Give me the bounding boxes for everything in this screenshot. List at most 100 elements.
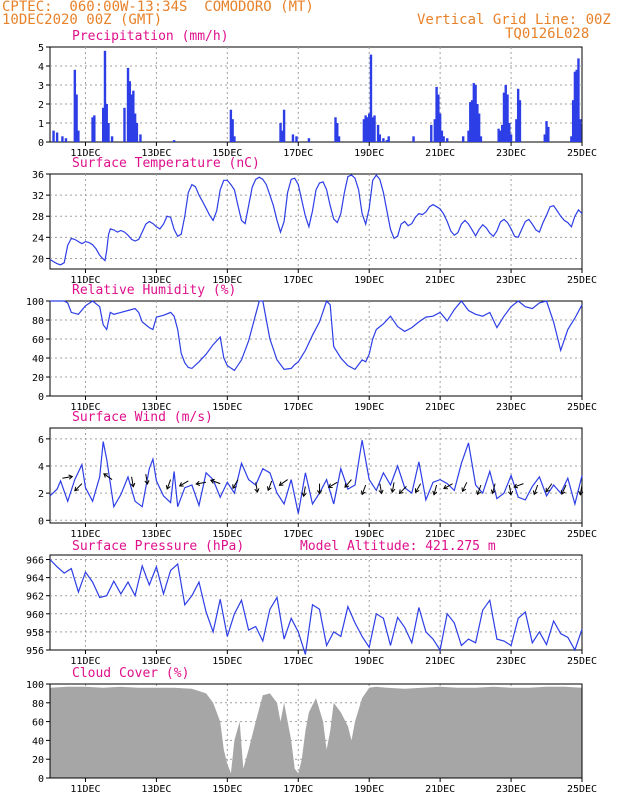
y-tick-label: 32 xyxy=(32,191,44,202)
x-tick-label: 19DEC xyxy=(354,275,384,286)
x-tick-label: 23DEC xyxy=(496,529,526,540)
wind-arrow-head xyxy=(490,489,496,495)
wind-arrow-shaft xyxy=(328,481,338,488)
precip-bar xyxy=(52,130,55,142)
precip-bar xyxy=(575,69,578,142)
wind-arrow-head xyxy=(301,492,307,498)
precip-bar xyxy=(446,138,449,142)
precip-bar xyxy=(378,134,382,142)
precip-bar xyxy=(430,124,433,142)
y-tick-label: 0 xyxy=(38,774,44,785)
x-tick-label: 23DEC xyxy=(496,784,526,795)
y-tick-label: 20 xyxy=(32,373,44,384)
precip-bar xyxy=(172,140,176,142)
precip-bar xyxy=(499,130,502,142)
precip-bar xyxy=(334,117,337,142)
wind-arrow-shaft xyxy=(267,480,273,491)
x-tick-label: 11DEC xyxy=(70,784,100,795)
series-line xyxy=(49,174,583,266)
wind-arrow-head xyxy=(443,484,448,490)
precip-bar xyxy=(545,121,548,142)
precip-bar xyxy=(373,115,376,142)
panel-0: 11DEC 13DEC 15DEC 17DEC 19DEC 21DEC 23DEC 25DEC… xyxy=(38,29,597,159)
precip-bar xyxy=(376,124,380,142)
wind-arrow-shaft xyxy=(279,479,288,486)
panel-title: Surface Wind (m/s) xyxy=(72,410,213,425)
wind-arrow-shaft xyxy=(74,483,83,492)
x-tick-label: 17DEC xyxy=(283,148,313,159)
precip-bar xyxy=(571,100,575,142)
y-tick-label: 80 xyxy=(32,316,44,327)
precip-bar xyxy=(364,115,367,142)
panel-annotation: Model Altitude: 421.275 m xyxy=(300,539,496,554)
header-station-line: CPTEC: 060:00W-13:34S COMODORO (MT) xyxy=(2,0,314,15)
y-tick-label: 2 xyxy=(38,100,44,111)
x-tick-label: 23DEC xyxy=(496,275,526,286)
precip-bar xyxy=(105,104,108,142)
precip-bar xyxy=(502,92,506,142)
precip-bar xyxy=(307,138,311,142)
x-tick-label: 11DEC xyxy=(70,275,100,286)
precip-bar xyxy=(295,136,298,142)
panel-frame xyxy=(49,46,583,143)
wind-arrow-shaft xyxy=(415,483,422,493)
x-tick-label: 13DEC xyxy=(141,148,171,159)
x-tick-label: 25DEC xyxy=(567,148,597,159)
precip-bar xyxy=(382,138,385,142)
y-tick-label: 0 xyxy=(38,516,44,527)
precip-bar xyxy=(366,117,369,142)
wind-arrow-shaft xyxy=(62,475,73,479)
panel-frame xyxy=(49,300,583,397)
wind-arrow-head xyxy=(578,490,584,496)
wind-arrow-head xyxy=(398,489,404,495)
precip-bar xyxy=(474,85,477,142)
y-tick-label: 0 xyxy=(38,392,44,403)
precip-bar xyxy=(570,136,573,142)
wind-arrow-shaft xyxy=(179,480,189,487)
wind-arrow-head xyxy=(74,486,79,492)
y-tick-label: 40 xyxy=(32,354,44,365)
precip-bar xyxy=(433,119,437,142)
precip-bar xyxy=(501,124,504,142)
panel-3: 11DEC 13DEC 15DEC 17DEC 19DEC 21DEC 23DEC 25DEC… xyxy=(38,410,597,540)
precip-bar xyxy=(371,117,374,142)
wind-arrow-head xyxy=(266,486,272,492)
x-tick-label: 19DEC xyxy=(354,784,384,795)
wind-arrow-head xyxy=(209,478,215,484)
x-tick-label: 11DEC xyxy=(70,656,100,667)
precip-bar xyxy=(281,130,284,142)
precip-bar xyxy=(233,136,236,142)
precip-bar xyxy=(440,130,444,142)
x-tick-label: 25DEC xyxy=(567,402,597,413)
x-tick-label: 15DEC xyxy=(212,656,242,667)
wind-arrow-shaft xyxy=(561,484,567,495)
precip-bar xyxy=(412,136,415,142)
wind-arrow-shaft xyxy=(462,482,468,492)
panel-frame xyxy=(49,173,583,270)
y-tick-label: 20 xyxy=(32,254,44,265)
precip-bar xyxy=(516,88,520,142)
precip-bar xyxy=(515,119,518,142)
x-tick-label: 21DEC xyxy=(425,784,455,795)
y-tick-label: 1 xyxy=(38,119,44,130)
precip-bar xyxy=(438,113,442,142)
x-tick-label: 19DEC xyxy=(354,402,384,413)
wind-arrow-head xyxy=(278,481,284,486)
y-tick-label: 4 xyxy=(38,462,44,473)
precip-bar xyxy=(442,136,445,142)
precip-bar xyxy=(504,85,507,142)
precip-bar xyxy=(336,123,339,142)
precip-bar xyxy=(282,109,286,142)
x-tick-label: 17DEC xyxy=(283,784,313,795)
precip-bar xyxy=(102,107,105,142)
x-tick-label: 21DEC xyxy=(425,656,455,667)
precip-bar xyxy=(77,130,80,142)
precip-bar xyxy=(469,102,472,142)
wind-arrow-head xyxy=(461,487,467,493)
wind-arrow-shaft xyxy=(391,482,395,493)
x-tick-label: 19DEC xyxy=(354,529,384,540)
precip-bar xyxy=(139,134,142,142)
x-tick-label: 25DEC xyxy=(567,784,597,795)
x-tick-label: 21DEC xyxy=(425,529,455,540)
